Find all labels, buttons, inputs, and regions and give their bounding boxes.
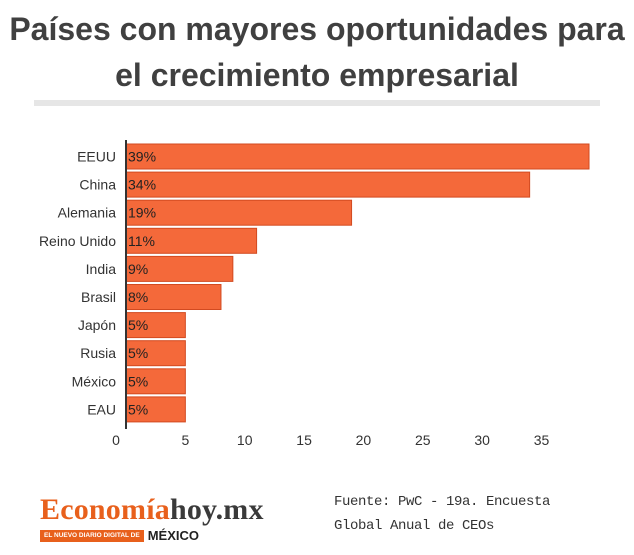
category-label: Reino Unido	[39, 233, 116, 249]
x-tick-labels-group: 0 5 10 15 20 25 30 35	[112, 432, 549, 448]
category-labels-group: EEUU China Alemania Reino Unido India Brasil J…	[39, 149, 116, 418]
economiahoy-logo: Economíahoy.mx EL NUEVO DIARIO DIGITAL D…	[40, 494, 295, 548]
chart-title: Países con mayores oportunidades para el…	[9, 11, 625, 93]
x-tick-label: 10	[237, 432, 253, 448]
bar-value-label: 5%	[128, 345, 148, 361]
bar-value-label: 5%	[128, 373, 148, 389]
logo-wordmark: Economíahoy.mx	[40, 494, 264, 526]
category-label: EAU	[87, 401, 116, 417]
logo-country: MÉXICO	[147, 528, 200, 544]
category-label: México	[72, 373, 117, 389]
bar-0	[125, 143, 590, 170]
category-label: China	[79, 177, 116, 193]
category-label: Brasil	[81, 289, 116, 305]
logo-name-part2: hoy.mx	[169, 493, 264, 526]
bar-value-label: 9%	[128, 261, 148, 277]
logo-name-part1: Economía	[40, 493, 170, 526]
logo-tagline: EL NUEVO DIARIO DIGITAL DE	[40, 529, 144, 542]
bar-6	[125, 312, 186, 339]
x-tick-label: 20	[356, 432, 372, 448]
bar-2	[125, 199, 353, 226]
bar-value-label: 5%	[128, 317, 148, 333]
bar-value-label: 19%	[128, 205, 156, 221]
source-note: Fuente: PwC - 19a. Encuesta Global Anual…	[334, 494, 551, 534]
bar-7	[125, 340, 186, 367]
bars-group: 39% 34% 19% 11% 9% 8% 5% 5% 5% 5%	[125, 143, 590, 423]
bar-8	[125, 368, 186, 395]
category-label: India	[86, 261, 117, 277]
logo-strip: EL NUEVO DIARIO DIGITAL DE MÉXICO	[40, 527, 295, 543]
bar-value-label: 5%	[128, 401, 148, 417]
bar-9	[125, 396, 186, 423]
x-tick-label: 35	[534, 432, 550, 448]
x-tick-label: 0	[112, 432, 120, 448]
bar-value-label: 39%	[128, 149, 156, 165]
bar-value-label: 11%	[128, 233, 155, 249]
category-label: Japón	[78, 317, 116, 333]
x-tick-label: 15	[296, 432, 312, 448]
x-tick-label: 5	[181, 432, 189, 448]
bar-value-label: 34%	[128, 177, 156, 193]
x-tick-label: 30	[474, 432, 490, 448]
category-label: Rusia	[80, 345, 116, 361]
x-tick-label: 25	[415, 432, 431, 448]
category-label: Alemania	[58, 205, 117, 221]
bar-1	[125, 171, 531, 198]
title-divider	[34, 100, 600, 106]
category-label: EEUU	[77, 149, 116, 165]
bar-3	[125, 227, 258, 254]
bar-value-label: 8%	[128, 289, 148, 305]
